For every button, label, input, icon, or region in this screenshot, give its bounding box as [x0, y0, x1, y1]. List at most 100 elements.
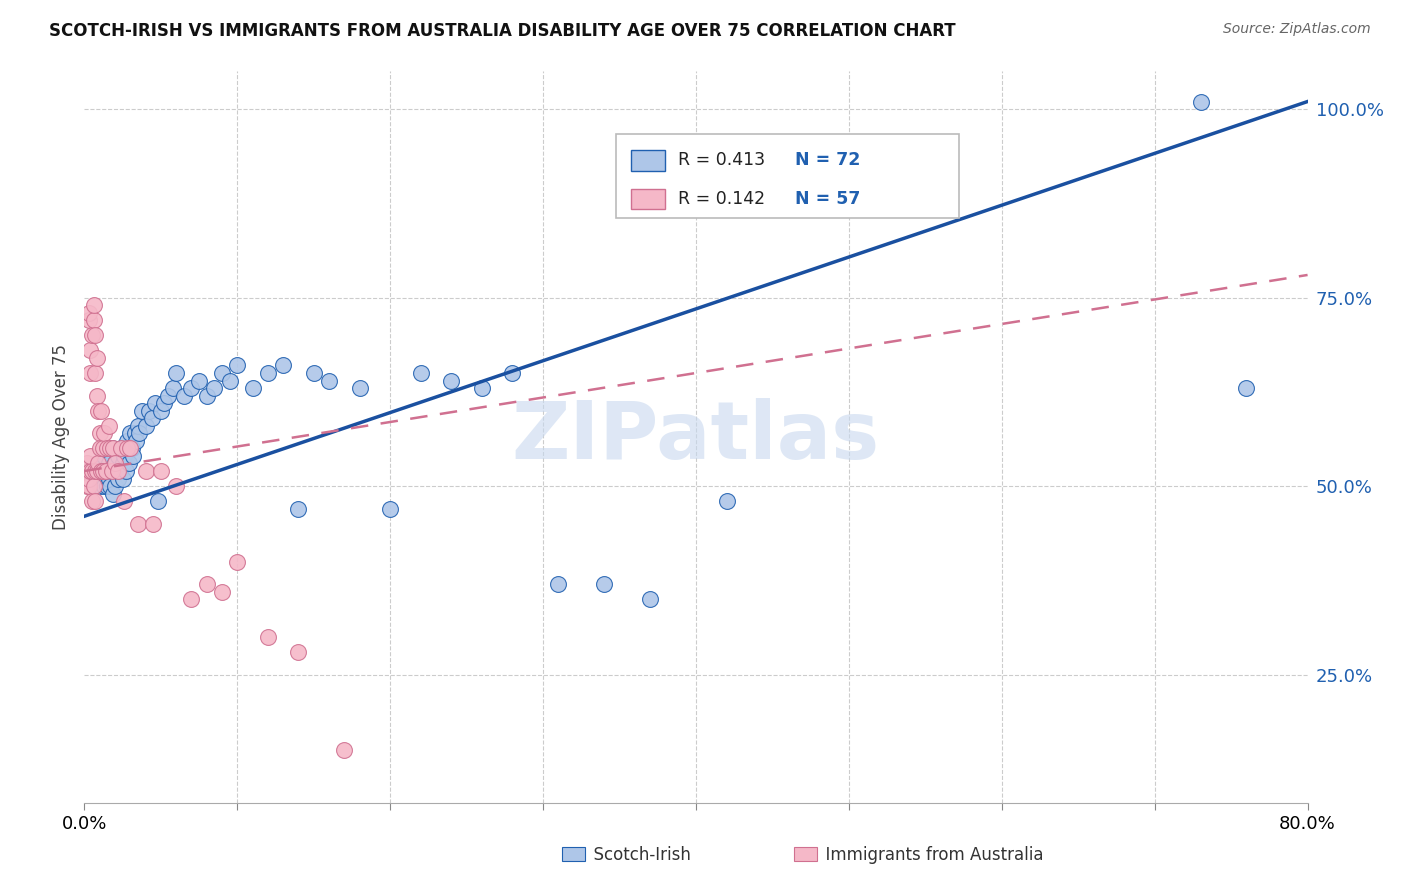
Point [107, 464, 129, 478]
Point [257, 366, 280, 380]
Point [101, 464, 124, 478]
Point [143, 396, 166, 410]
Point [97, 471, 120, 485]
Point [105, 464, 128, 478]
FancyBboxPatch shape [616, 134, 959, 218]
Point [110, 442, 132, 456]
Point [271, 359, 294, 373]
Point [96, 464, 118, 478]
Point [593, 577, 616, 591]
Point [101, 442, 124, 456]
Point [101, 464, 124, 478]
Point [89, 426, 111, 441]
Point [195, 577, 218, 591]
Point [287, 501, 309, 516]
Point [287, 645, 309, 659]
Point [318, 374, 340, 388]
Point [97, 457, 120, 471]
Point [97, 418, 120, 433]
Point [122, 449, 145, 463]
Text: N = 72: N = 72 [794, 152, 860, 169]
Bar [562, 847, 585, 861]
Point [188, 374, 211, 388]
Point [180, 592, 202, 607]
Point [91, 442, 114, 456]
Point [162, 381, 184, 395]
Point [127, 418, 149, 433]
Point [242, 381, 264, 395]
Point [124, 426, 146, 441]
Point [118, 457, 141, 471]
Point [115, 442, 138, 456]
Point [120, 426, 142, 441]
Point [107, 449, 129, 463]
Point [153, 396, 176, 410]
Point [104, 479, 127, 493]
Point [226, 359, 249, 373]
Point [89, 479, 111, 493]
Bar [794, 847, 817, 861]
Point [79, 449, 101, 463]
Point [86, 351, 108, 365]
Point [103, 442, 125, 456]
Point [112, 449, 135, 463]
Text: Scotch-Irish: Scotch-Irish [583, 846, 692, 863]
Point [716, 494, 738, 508]
Point [77, 313, 100, 327]
Point [112, 494, 135, 508]
Point [86, 464, 108, 478]
Point [77, 471, 100, 485]
Point [91, 471, 114, 485]
Point [409, 366, 432, 380]
Point [547, 577, 569, 591]
Text: Source: ZipAtlas.com: Source: ZipAtlas.com [1223, 22, 1371, 37]
Point [96, 479, 118, 493]
Point [125, 434, 148, 448]
Point [104, 457, 127, 471]
Point [195, 389, 218, 403]
Point [173, 389, 195, 403]
Point [77, 306, 100, 320]
Point [83, 479, 105, 493]
Point [93, 426, 115, 441]
Point [257, 630, 280, 644]
Point [131, 403, 153, 417]
Point [77, 479, 100, 493]
Point [90, 403, 112, 417]
Point [80, 328, 103, 343]
Point [1236, 381, 1258, 395]
Point [86, 464, 108, 478]
Point [121, 442, 143, 456]
Point [471, 381, 494, 395]
Point [84, 328, 107, 343]
Point [138, 403, 160, 417]
Text: ZIPatlas: ZIPatlas [512, 398, 880, 476]
Point [157, 389, 180, 403]
Point [114, 464, 136, 478]
Point [94, 464, 117, 478]
Point [89, 442, 111, 456]
Point [165, 479, 187, 493]
Point [90, 464, 112, 478]
Point [202, 381, 225, 395]
Point [135, 418, 157, 433]
Text: Immigrants from Australia: Immigrants from Australia [815, 846, 1045, 863]
Point [127, 516, 149, 531]
Point [80, 494, 103, 508]
Point [226, 554, 249, 568]
Text: R = 0.142: R = 0.142 [678, 190, 765, 208]
Point [146, 494, 169, 508]
Point [89, 457, 111, 471]
Point [149, 464, 172, 478]
Point [76, 457, 98, 471]
Point [502, 366, 524, 380]
Point [104, 457, 127, 471]
Point [302, 366, 325, 380]
Point [103, 464, 125, 478]
Text: N = 57: N = 57 [794, 190, 860, 208]
Text: SCOTCH-IRISH VS IMMIGRANTS FROM AUSTRALIA DISABILITY AGE OVER 75 CORRELATION CHA: SCOTCH-IRISH VS IMMIGRANTS FROM AUSTRALI… [49, 22, 956, 40]
Point [110, 442, 132, 456]
Point [333, 743, 356, 757]
Point [83, 313, 105, 327]
Point [349, 381, 371, 395]
